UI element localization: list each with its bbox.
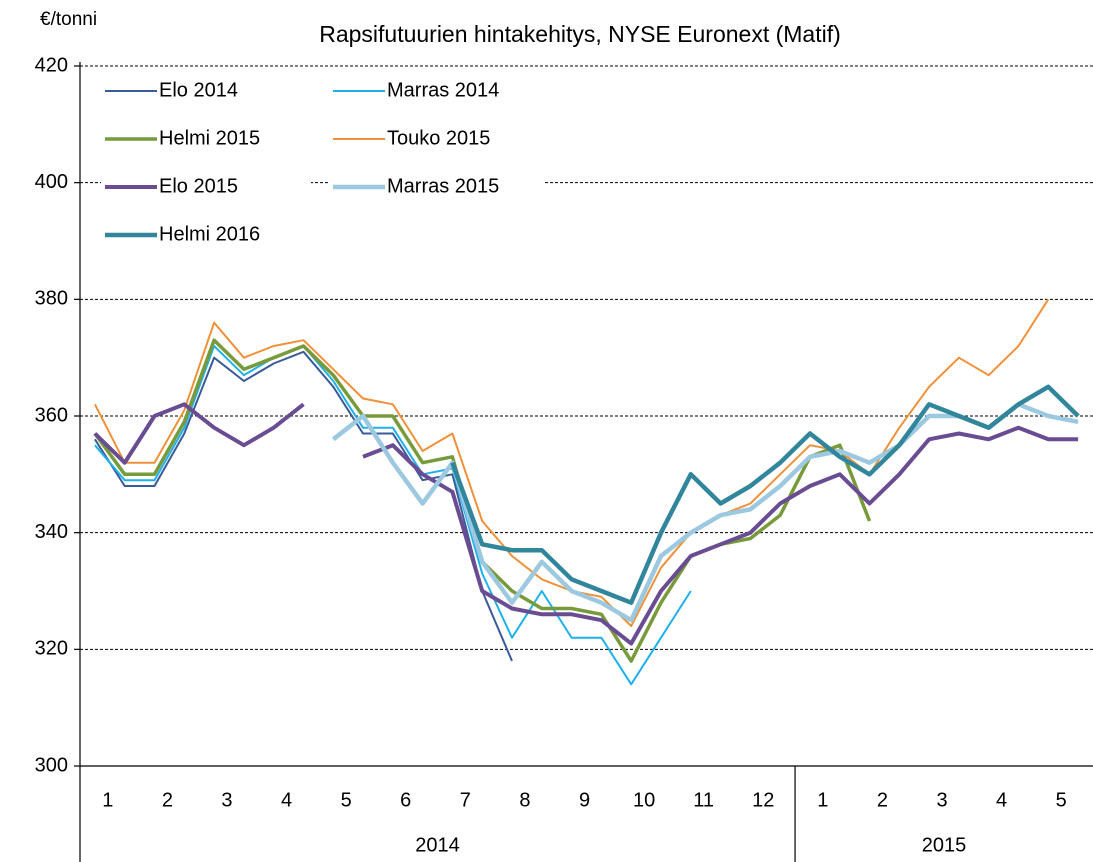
x-tick-label: 1 bbox=[817, 789, 828, 811]
series-line bbox=[93, 402, 1079, 646]
x-tick-label: 8 bbox=[519, 789, 530, 811]
legend-label: Helmi 2015 bbox=[159, 127, 260, 149]
x-tick-label: 4 bbox=[996, 789, 1007, 811]
y-tick-label: 360 bbox=[35, 404, 68, 426]
x-tick-label: 3 bbox=[936, 789, 947, 811]
legend-label: Marras 2015 bbox=[387, 175, 499, 197]
legend-label: Helmi 2016 bbox=[159, 223, 260, 245]
x-tick-label: 1 bbox=[102, 789, 113, 811]
series-line bbox=[450, 384, 1080, 605]
y-tick-label: 420 bbox=[35, 54, 68, 76]
series-line bbox=[94, 345, 692, 686]
x-tick-label: 11 bbox=[693, 789, 714, 811]
x-tick-label: 4 bbox=[281, 789, 292, 811]
year-label: 2014 bbox=[415, 834, 460, 856]
x-tick-label: 2 bbox=[877, 789, 888, 811]
year-label: 2015 bbox=[922, 834, 967, 856]
y-tick-label: 400 bbox=[35, 171, 68, 193]
x-tick-label: 7 bbox=[460, 789, 471, 811]
x-tick-label: 5 bbox=[1056, 789, 1067, 811]
legend-label: Elo 2014 bbox=[159, 79, 238, 101]
x-tick-label: 5 bbox=[341, 789, 352, 811]
y-tick-label: 320 bbox=[35, 638, 68, 660]
x-tick-label: 6 bbox=[400, 789, 411, 811]
series-line bbox=[94, 350, 513, 662]
y-tick-label: 300 bbox=[35, 754, 68, 776]
legend-label: Touko 2015 bbox=[387, 127, 490, 149]
x-tick-label: 12 bbox=[752, 789, 774, 811]
x-tick-label: 2 bbox=[162, 789, 173, 811]
x-tick-label: 9 bbox=[579, 789, 590, 811]
y-tick-label: 380 bbox=[35, 288, 68, 310]
x-tick-label: 3 bbox=[221, 789, 232, 811]
y-tick-label: 340 bbox=[35, 521, 68, 543]
y-axis-label: €/tonni bbox=[40, 9, 97, 30]
chart-title: Rapsifutuurien hintakehitys, NYSE Eurone… bbox=[319, 21, 841, 47]
legend-label: Elo 2015 bbox=[159, 175, 238, 197]
legend-label: Marras 2014 bbox=[387, 79, 499, 101]
x-tick-label: 10 bbox=[633, 789, 655, 811]
